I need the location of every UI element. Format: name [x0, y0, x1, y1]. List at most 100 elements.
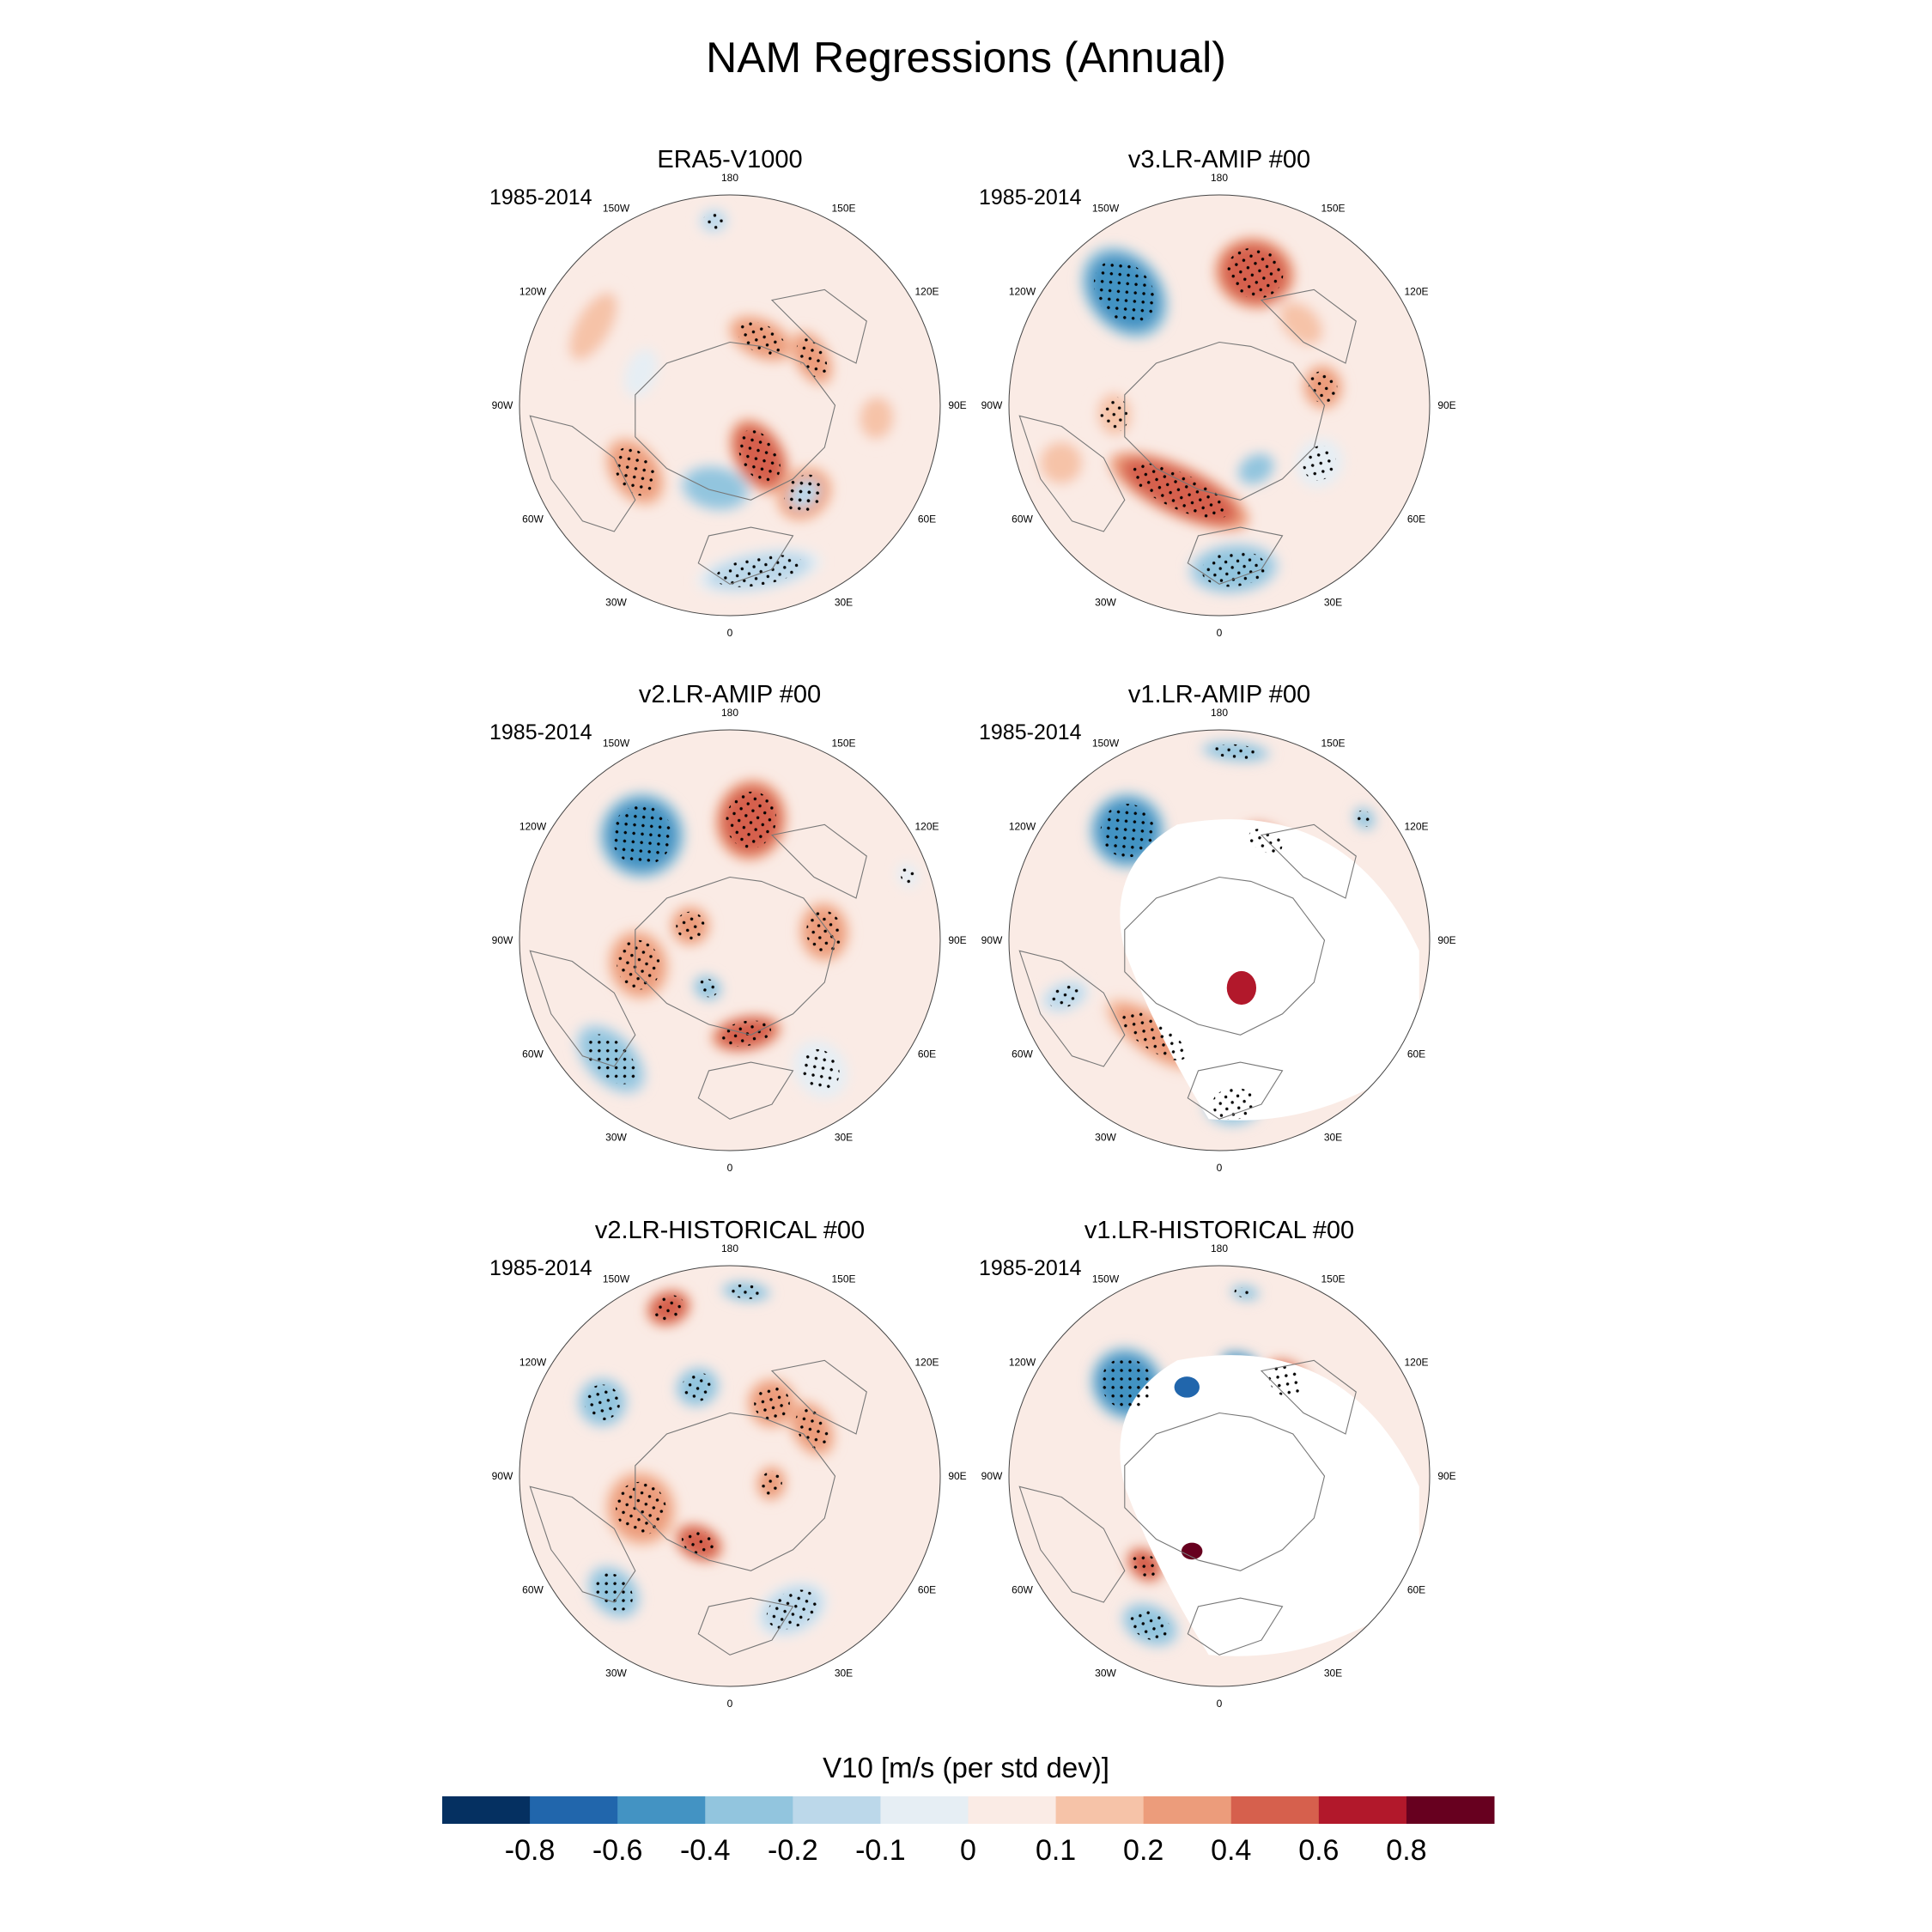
- significance-stipple: [1132, 1552, 1158, 1577]
- longitude-label: 0: [727, 1698, 733, 1710]
- longitude-label: 120W: [1009, 286, 1036, 298]
- significance-stipple: [1048, 984, 1083, 1009]
- longitude-label: 0: [1217, 1698, 1223, 1710]
- colorbar-swatch: [880, 1796, 969, 1824]
- longitude-label: 90W: [981, 399, 1003, 411]
- colorbar-swatch: [442, 1796, 531, 1824]
- colorbar-tick-label: 0.1: [1036, 1834, 1076, 1867]
- map-border: [1008, 194, 1431, 617]
- longitude-label: 90E: [1437, 934, 1455, 946]
- panel-period: 1985-2014: [979, 185, 1082, 210]
- longitude-label: 90E: [948, 399, 966, 411]
- map-background: [519, 1266, 940, 1686]
- panel-title: ERA5-V1000: [657, 146, 803, 173]
- longitude-label: 90E: [1437, 1470, 1455, 1482]
- longitude-label: 90W: [981, 934, 1003, 946]
- significance-stipple: [737, 321, 785, 355]
- coastline: [1018, 1485, 1126, 1603]
- coastline: [1187, 1061, 1284, 1120]
- longitude-label: 180: [721, 707, 738, 719]
- significance-stipple: [795, 1408, 829, 1449]
- significance-stipple: [760, 1470, 782, 1497]
- map-border: [1008, 1265, 1431, 1687]
- colorbar-swatch: [1406, 1796, 1495, 1824]
- longitude-label: 120E: [1404, 1357, 1428, 1369]
- longitude-label: 30E: [1324, 1131, 1342, 1143]
- significance-stipple: [1303, 446, 1336, 481]
- colorbar-swatch: [1055, 1796, 1145, 1824]
- longitude-label: 180: [721, 1242, 738, 1255]
- map-field: [1009, 195, 1430, 616]
- coastline: [770, 823, 867, 899]
- significance-stipple: [611, 805, 673, 866]
- significance-stipple: [696, 978, 719, 998]
- longitude-label: 90W: [981, 1470, 1003, 1482]
- coastline: [529, 950, 636, 1067]
- panel-v1-historical: v1.LR-HISTORICAL #00 1985-2014 180 150E 12…: [979, 1217, 1460, 1732]
- significance-stipple: [801, 1048, 840, 1091]
- longitude-label: 120E: [1404, 821, 1428, 833]
- polar-map: 180 150E 120E 90E 60E 30E 0 30W 60W 90W 120W 150W: [981, 707, 1456, 1174]
- coastline: [635, 1412, 836, 1571]
- longitude-label: 0: [727, 1162, 733, 1174]
- longitude-label: 150W: [1092, 738, 1120, 750]
- longitude-label: 90E: [948, 934, 966, 946]
- polar-map: 180 150E 120E 90E 60E 30E 0 30W 60W 90W 120W 150W: [981, 1242, 1456, 1710]
- longitude-label: 0: [1217, 1162, 1223, 1174]
- colorbar-label: V10 [m/s (per std dev)]: [823, 1752, 1109, 1783]
- coastline: [697, 1597, 794, 1656]
- colorbar-tick-label: 0.2: [1123, 1834, 1163, 1867]
- map-field: [519, 1266, 940, 1686]
- significance-stipple: [1201, 550, 1267, 587]
- longitude-label: 150E: [1321, 738, 1345, 750]
- coastline: [635, 341, 836, 501]
- significance-stipple: [1211, 744, 1261, 760]
- colorbar-tick-label: 0.8: [1386, 1834, 1426, 1867]
- panel-v3-amip: v3.LR-AMIP #00 1985-2014 180 150E 120E 90E 6…: [979, 146, 1460, 661]
- significance-stipple: [653, 1295, 685, 1321]
- colorbar-swatch: [793, 1796, 881, 1824]
- map-border: [519, 729, 941, 1151]
- map-field: [519, 730, 940, 1151]
- anomaly-core: [1040, 441, 1083, 484]
- anomaly-core: [1279, 301, 1323, 345]
- significance-stipple: [766, 1589, 818, 1630]
- colorbar-tick-label: -0.4: [680, 1834, 731, 1867]
- significance-stipple: [613, 447, 657, 496]
- coastline: [635, 876, 836, 1036]
- significance-stipple: [681, 1528, 716, 1557]
- longitude-label: 120W: [1009, 1357, 1036, 1369]
- panel-period: 1985-2014: [979, 720, 1082, 744]
- significance-stipple: [900, 866, 915, 884]
- panel-period: 1985-2014: [489, 1256, 592, 1280]
- colorbar-swatch: [530, 1796, 618, 1824]
- anomaly-core: [569, 292, 617, 361]
- longitude-label: 120W: [519, 1357, 547, 1369]
- longitude-label: 30E: [1324, 1667, 1342, 1679]
- significance-stipple: [791, 481, 817, 507]
- significance-stipple: [1100, 396, 1129, 433]
- significance-stipple: [726, 791, 776, 849]
- longitude-label: 60W: [522, 1584, 544, 1596]
- panel-period: 1985-2014: [979, 1256, 1082, 1280]
- significance-stipple: [586, 1034, 636, 1084]
- longitude-label: 180: [721, 172, 738, 184]
- significance-stipple: [1268, 1365, 1303, 1397]
- significance-stipple: [702, 211, 725, 230]
- longitude-label: 90W: [492, 399, 513, 411]
- colorbar-swatch: [1143, 1796, 1232, 1824]
- map-border: [519, 1265, 941, 1687]
- colorbar-tick-label: -0.8: [505, 1834, 556, 1867]
- colorbar-tick-label: -0.1: [855, 1834, 906, 1867]
- missing-data-mask: [1120, 819, 1419, 1121]
- significance-stipple: [594, 1573, 633, 1612]
- longitude-label: 180: [1211, 1242, 1228, 1255]
- longitude-label: 150E: [831, 1273, 855, 1285]
- longitude-label: 30E: [835, 596, 853, 608]
- panel-v1-amip: v1.LR-AMIP #00 1985-2014 180 150E 120E 90E 6…: [979, 681, 1460, 1196]
- coastline: [1124, 341, 1326, 501]
- panel-title: v2.LR-HISTORICAL #00: [594, 1217, 866, 1244]
- anomaly-core: [1174, 1376, 1200, 1398]
- longitude-label: 180: [1211, 172, 1228, 184]
- significance-stipple: [1093, 259, 1156, 325]
